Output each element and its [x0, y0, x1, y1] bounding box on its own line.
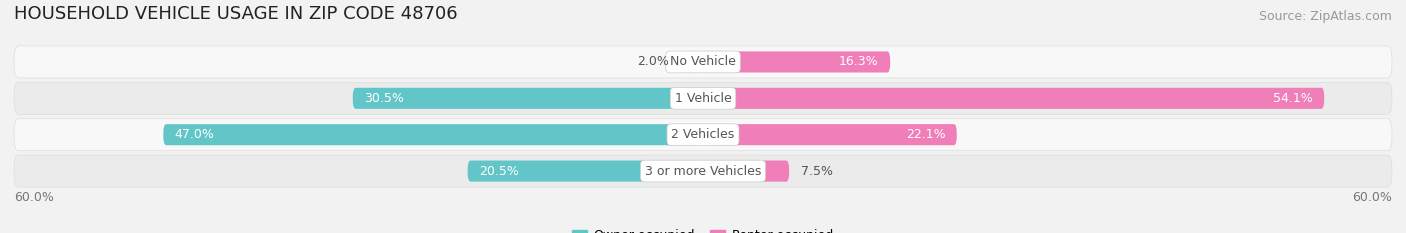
Text: 54.1%: 54.1% [1272, 92, 1313, 105]
FancyBboxPatch shape [14, 119, 1392, 151]
FancyBboxPatch shape [681, 51, 703, 72]
Text: 22.1%: 22.1% [905, 128, 945, 141]
Text: Source: ZipAtlas.com: Source: ZipAtlas.com [1258, 10, 1392, 23]
FancyBboxPatch shape [703, 88, 1324, 109]
Text: 16.3%: 16.3% [839, 55, 879, 69]
Text: No Vehicle: No Vehicle [671, 55, 735, 69]
FancyBboxPatch shape [14, 155, 1392, 187]
Text: 1 Vehicle: 1 Vehicle [675, 92, 731, 105]
Text: 3 or more Vehicles: 3 or more Vehicles [645, 164, 761, 178]
Text: 2.0%: 2.0% [637, 55, 669, 69]
Text: 7.5%: 7.5% [800, 164, 832, 178]
Text: 47.0%: 47.0% [174, 128, 215, 141]
Text: HOUSEHOLD VEHICLE USAGE IN ZIP CODE 48706: HOUSEHOLD VEHICLE USAGE IN ZIP CODE 4870… [14, 5, 458, 23]
Text: 30.5%: 30.5% [364, 92, 404, 105]
Legend: Owner-occupied, Renter-occupied: Owner-occupied, Renter-occupied [568, 224, 838, 233]
Text: 2 Vehicles: 2 Vehicles [672, 128, 734, 141]
Text: 20.5%: 20.5% [479, 164, 519, 178]
FancyBboxPatch shape [163, 124, 703, 145]
Text: 60.0%: 60.0% [1353, 192, 1392, 204]
FancyBboxPatch shape [353, 88, 703, 109]
FancyBboxPatch shape [703, 161, 789, 182]
FancyBboxPatch shape [703, 124, 956, 145]
FancyBboxPatch shape [14, 46, 1392, 78]
FancyBboxPatch shape [703, 51, 890, 72]
FancyBboxPatch shape [14, 82, 1392, 114]
FancyBboxPatch shape [468, 161, 703, 182]
Text: 60.0%: 60.0% [14, 192, 53, 204]
